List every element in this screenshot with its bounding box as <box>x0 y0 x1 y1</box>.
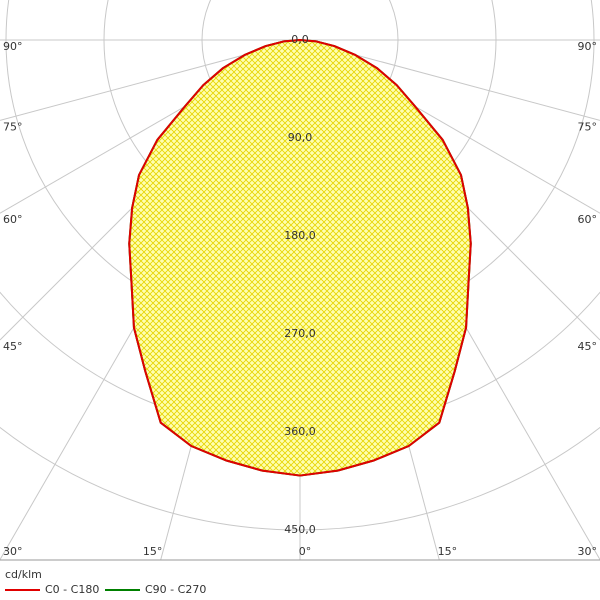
r-tick-label: 450,0 <box>284 523 316 536</box>
angle-tick-label: 30° <box>3 545 23 558</box>
r-tick-label: 270,0 <box>284 327 316 340</box>
angle-tick-label: 45° <box>578 340 598 353</box>
angle-tick-label: 60° <box>3 213 23 226</box>
legend-label: C0 - C180 <box>45 583 99 596</box>
angle-tick-label: 90° <box>578 40 598 53</box>
angle-tick-label: 60° <box>578 213 598 226</box>
series-line <box>128 39 301 477</box>
angle-tick-label: 30° <box>578 545 598 558</box>
angle-tick-label: 15° <box>143 545 163 558</box>
unit-label: cd/klm <box>5 568 42 581</box>
angle-tick-label: 0° <box>299 545 312 558</box>
angle-tick-label: 45° <box>3 340 23 353</box>
angle-tick-label: 90° <box>3 40 23 53</box>
angle-tick-label: 15° <box>438 545 458 558</box>
area-fill <box>300 40 471 476</box>
area-fill <box>129 40 300 476</box>
r-tick-label: 90,0 <box>288 131 313 144</box>
r-tick-label: 0,0 <box>291 33 309 46</box>
angle-tick-label: 75° <box>578 120 598 133</box>
legend-label: C90 - C270 <box>145 583 206 596</box>
r-tick-label: 360,0 <box>284 425 316 438</box>
angle-tick-label: 75° <box>3 120 23 133</box>
r-tick-label: 180,0 <box>284 229 316 242</box>
series-line <box>299 39 472 477</box>
